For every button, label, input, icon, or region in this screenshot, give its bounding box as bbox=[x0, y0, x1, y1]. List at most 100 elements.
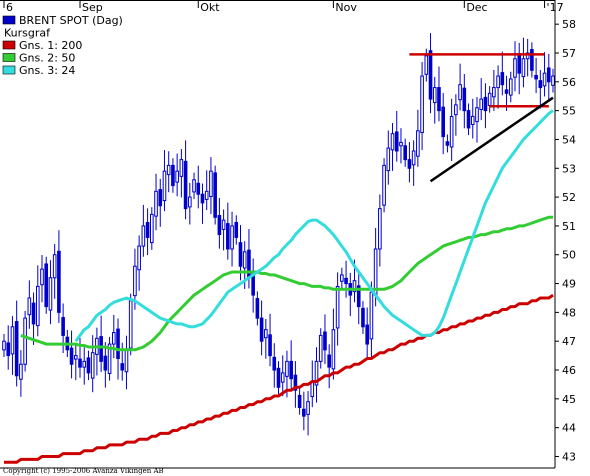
candle-body bbox=[44, 263, 49, 308]
candle bbox=[487, 86, 492, 113]
candle bbox=[221, 209, 226, 251]
candle bbox=[445, 134, 450, 153]
candle-body bbox=[424, 55, 429, 75]
candle bbox=[69, 330, 74, 379]
candle-body bbox=[411, 150, 416, 166]
candle bbox=[475, 97, 479, 143]
candle bbox=[124, 335, 129, 390]
candle-body bbox=[259, 317, 264, 342]
moving-averages-layer bbox=[4, 109, 554, 464]
candle-body bbox=[551, 75, 555, 86]
candle-body bbox=[399, 141, 403, 147]
candle bbox=[226, 202, 230, 260]
series-line bbox=[20, 215, 553, 352]
candle-body bbox=[306, 401, 310, 415]
candle-body bbox=[289, 360, 293, 380]
candle-body bbox=[179, 159, 184, 177]
trend-lines-layer bbox=[409, 53, 554, 183]
candle-body bbox=[103, 355, 108, 371]
candle-body bbox=[492, 87, 496, 98]
candle-body bbox=[226, 223, 230, 250]
candle-body bbox=[403, 145, 408, 161]
candle bbox=[432, 76, 437, 124]
candle bbox=[217, 197, 222, 249]
candle bbox=[99, 315, 103, 373]
candle bbox=[14, 300, 19, 387]
candle-body bbox=[449, 115, 454, 148]
candle-body bbox=[314, 360, 319, 386]
y-tick-label: 49 bbox=[562, 278, 576, 291]
candle bbox=[428, 33, 433, 114]
candle-body bbox=[323, 331, 327, 351]
candle-body bbox=[78, 358, 82, 368]
candle bbox=[276, 361, 281, 395]
candle bbox=[268, 313, 272, 367]
candle bbox=[361, 301, 365, 334]
y-tick-label: 51 bbox=[562, 220, 576, 233]
candle bbox=[365, 307, 369, 359]
candle bbox=[538, 69, 543, 109]
candle-body bbox=[31, 302, 36, 325]
candle-body bbox=[470, 115, 475, 125]
candle bbox=[399, 128, 403, 164]
candle-body bbox=[264, 329, 268, 339]
candle-body bbox=[487, 92, 492, 106]
candle-body bbox=[369, 291, 374, 340]
candle-body bbox=[361, 307, 365, 328]
candle-body bbox=[276, 367, 281, 388]
series-line bbox=[74, 109, 554, 343]
candle bbox=[90, 335, 95, 393]
candle bbox=[35, 265, 40, 337]
candle bbox=[496, 65, 500, 109]
y-tick-label: 58 bbox=[562, 18, 576, 31]
candle-body bbox=[521, 58, 526, 78]
y-tick-label: 43 bbox=[562, 450, 576, 463]
candle-body bbox=[534, 74, 538, 80]
candle-body bbox=[209, 170, 213, 198]
candle-body bbox=[500, 72, 505, 86]
x-tick-label: Okt bbox=[200, 1, 220, 14]
y-tick-label: 50 bbox=[562, 249, 576, 262]
candle bbox=[407, 142, 412, 183]
candle-body bbox=[432, 87, 437, 104]
candle bbox=[492, 69, 496, 111]
candle-body bbox=[386, 147, 391, 172]
candle-body bbox=[10, 326, 15, 355]
candle bbox=[356, 271, 361, 325]
candle bbox=[251, 258, 255, 313]
candle-body bbox=[133, 265, 137, 297]
candle bbox=[103, 342, 108, 388]
candle-body bbox=[458, 84, 462, 101]
candle bbox=[230, 211, 234, 267]
candle-body bbox=[538, 80, 543, 89]
candle-body bbox=[331, 329, 336, 370]
candle bbox=[137, 235, 141, 291]
candle bbox=[297, 388, 302, 415]
candle-body bbox=[120, 363, 125, 371]
candle bbox=[327, 344, 331, 389]
candle-body bbox=[513, 58, 517, 78]
candle bbox=[323, 314, 327, 364]
candle-body bbox=[272, 356, 277, 371]
candle-body bbox=[382, 164, 386, 206]
candle bbox=[141, 204, 146, 257]
y-tick-label: 48 bbox=[562, 306, 576, 319]
candle-body bbox=[352, 280, 357, 293]
candle-body bbox=[145, 221, 150, 238]
candle bbox=[111, 314, 116, 359]
candle-body bbox=[221, 219, 226, 230]
candle-body bbox=[154, 190, 158, 217]
candle bbox=[411, 140, 416, 186]
candle-body bbox=[196, 182, 201, 195]
candle-body bbox=[394, 131, 399, 152]
candle-body bbox=[19, 363, 23, 380]
candle-body bbox=[234, 221, 239, 238]
legend-label: Gns. 2: 50 bbox=[19, 52, 75, 65]
candle bbox=[280, 355, 285, 397]
candle bbox=[27, 280, 32, 329]
candle-body bbox=[428, 50, 433, 100]
candle bbox=[213, 165, 217, 225]
candle-body bbox=[496, 75, 500, 89]
candle-body bbox=[73, 355, 78, 360]
